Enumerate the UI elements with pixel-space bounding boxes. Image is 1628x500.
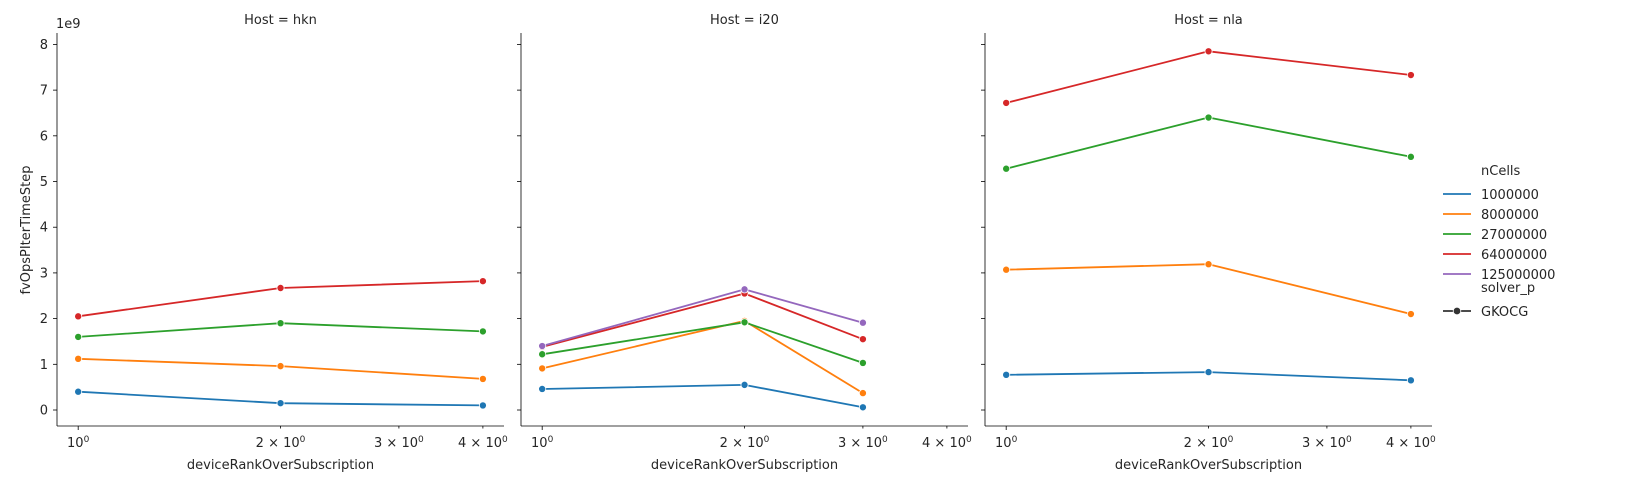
data-point-27000000 <box>276 319 285 328</box>
data-point-27000000 <box>74 332 83 341</box>
data-point-8000000 <box>74 354 83 363</box>
legend-style-marker <box>1452 306 1462 316</box>
x-tick-label: 2 × 100 <box>256 435 306 451</box>
y-tick-label: 8 <box>40 38 48 53</box>
legend-label-64000000: 64000000 <box>1481 248 1547 263</box>
series-line-27000000 <box>1005 116 1412 170</box>
series-line-64000000 <box>1005 50 1412 104</box>
data-point-1000000 <box>1406 376 1415 385</box>
y-tick-label: 7 <box>40 84 48 99</box>
data-point-64000000 <box>1002 98 1011 107</box>
data-point-27000000 <box>1002 164 1011 173</box>
data-point-1000000 <box>1002 370 1011 379</box>
data-point-1000000 <box>1204 368 1213 377</box>
series-line-125000000 <box>541 288 864 347</box>
x-tick-label: 3 × 100 <box>1302 435 1352 451</box>
series-line-8000000 <box>1006 263 1412 315</box>
chart-panels: Host = hkn 0 1 2 3 4 5 6 7 8 100 2 × 100 3 × 100 4 × … <box>40 13 1436 473</box>
data-point-1000000 <box>538 384 547 393</box>
data-point-8000000 <box>858 389 867 398</box>
y-tick-label: 1 <box>40 358 48 373</box>
legend: nCells 1000000 8000000 27000000 64000000 125… <box>1443 164 1555 320</box>
panel-1: Host = i20 100 2 × 100 3 × 100 4 × 100 device… <box>517 13 972 473</box>
data-point-27000000 <box>740 318 749 327</box>
series-line-1000000 <box>542 383 864 409</box>
x-axis-label: deviceRankOverSubscription <box>187 458 374 473</box>
x-tick-label: 100 <box>67 435 90 451</box>
x-axis-label: deviceRankOverSubscription <box>651 458 838 473</box>
data-point-8000000 <box>1406 310 1415 319</box>
y-tick-label: 3 <box>40 266 48 281</box>
y-tick-label: 4 <box>40 221 48 236</box>
y-tick-label: 6 <box>40 129 48 144</box>
data-point-8000000 <box>478 374 487 383</box>
data-point-64000000 <box>478 277 487 286</box>
x-tick-label: 4 × 100 <box>1386 435 1436 451</box>
legend-label-1000000: 1000000 <box>1481 188 1539 203</box>
x-tick-label: 2 × 100 <box>720 435 770 451</box>
legend-label-8000000: 8000000 <box>1481 208 1539 223</box>
x-tick-label: 4 × 100 <box>922 435 972 451</box>
panel-title: Host = i20 <box>710 13 779 28</box>
y-axis-label: fvOpsPIterTimeStep <box>19 165 34 294</box>
y-tick-label: 2 <box>40 312 48 327</box>
legend-title-ncells: nCells <box>1481 164 1521 179</box>
x-tick-label: 100 <box>995 435 1018 451</box>
data-point-27000000 <box>538 350 547 359</box>
x-tick-label: 100 <box>531 435 554 451</box>
legend-title-solver-p: solver_p <box>1481 281 1535 296</box>
x-tick-label: 4 × 100 <box>458 435 508 451</box>
y-axis-offset-label: 1e9 <box>56 17 81 32</box>
panel-0: Host = hkn 0 1 2 3 4 5 6 7 8 100 2 × 100 3 × 100 4 × … <box>40 13 508 473</box>
data-point-125000000 <box>538 342 547 351</box>
panel-2: Host = nla 100 2 × 100 3 × 100 4 × 100 device… <box>981 13 1436 473</box>
legend-style-label: GKOCG <box>1481 305 1528 320</box>
x-tick-label: 3 × 100 <box>374 435 424 451</box>
x-tick-label: 3 × 100 <box>838 435 888 451</box>
data-point-1000000 <box>276 399 285 408</box>
data-point-64000000 <box>1406 71 1415 80</box>
x-axis-label: deviceRankOverSubscription <box>1115 458 1302 473</box>
y-tick-label: 0 <box>40 404 48 419</box>
legend-label-27000000: 27000000 <box>1481 228 1547 243</box>
data-point-27000000 <box>478 327 487 336</box>
data-point-27000000 <box>1204 113 1213 122</box>
data-point-27000000 <box>858 358 867 367</box>
data-point-1000000 <box>858 403 867 412</box>
data-point-64000000 <box>858 335 867 344</box>
data-point-8000000 <box>1002 265 1011 274</box>
data-point-8000000 <box>1204 260 1213 269</box>
x-tick-label: 2 × 100 <box>1184 435 1234 451</box>
data-point-64000000 <box>276 283 285 292</box>
data-point-1000000 <box>478 401 487 410</box>
legend-label-125000000: 125000000 <box>1481 268 1555 283</box>
panel-title: Host = nla <box>1174 13 1243 28</box>
data-point-1000000 <box>740 380 749 389</box>
y-tick-label: 5 <box>40 175 48 190</box>
data-point-8000000 <box>538 364 547 373</box>
panel-title: Host = hkn <box>244 13 317 28</box>
data-point-64000000 <box>1204 47 1213 56</box>
data-point-27000000 <box>1406 152 1415 161</box>
data-point-125000000 <box>740 285 749 294</box>
data-point-64000000 <box>74 312 83 321</box>
data-point-1000000 <box>74 387 83 396</box>
data-point-125000000 <box>858 318 867 327</box>
data-point-8000000 <box>276 362 285 371</box>
